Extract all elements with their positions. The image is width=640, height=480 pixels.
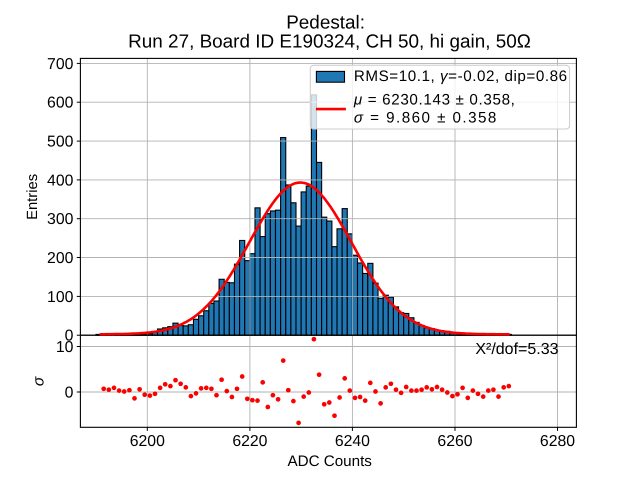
svg-text:700: 700 xyxy=(47,56,74,73)
svg-text:Entries: Entries xyxy=(25,174,41,220)
svg-text:ADC Counts: ADC Counts xyxy=(287,453,372,470)
svg-text:300: 300 xyxy=(47,211,74,228)
svg-text:400: 400 xyxy=(47,172,74,189)
svg-text:500: 500 xyxy=(47,134,74,151)
svg-text:σ: σ xyxy=(31,376,48,386)
svg-text:RMS=10.1, γ=-0.02, dip=0.86: RMS=10.1, γ=-0.02, dip=0.86 xyxy=(354,68,568,85)
svg-text:Run 27, Board ID E190324, CH 5: Run 27, Board ID E190324, CH 50, hi gain… xyxy=(128,32,531,53)
svg-text:10: 10 xyxy=(56,339,74,356)
svg-text:Pedestal:: Pedestal: xyxy=(286,13,365,34)
svg-text:0: 0 xyxy=(65,385,74,402)
svg-text:σ = 9.860 ± 0.358: σ = 9.860 ± 0.358 xyxy=(354,109,498,126)
svg-text:X²/dof=5.33: X²/dof=5.33 xyxy=(475,341,558,358)
svg-text:μ = 6230.143 ± 0.358,: μ = 6230.143 ± 0.358, xyxy=(353,91,516,108)
svg-text:0: 0 xyxy=(65,328,74,345)
svg-text:6260: 6260 xyxy=(437,433,472,450)
svg-text:6240: 6240 xyxy=(335,433,370,450)
svg-text:6200: 6200 xyxy=(130,433,165,450)
svg-text:6220: 6220 xyxy=(232,433,267,450)
svg-text:100: 100 xyxy=(47,289,74,306)
svg-text:6280: 6280 xyxy=(540,433,575,450)
svg-text:200: 200 xyxy=(47,250,74,267)
svg-text:600: 600 xyxy=(47,95,74,112)
